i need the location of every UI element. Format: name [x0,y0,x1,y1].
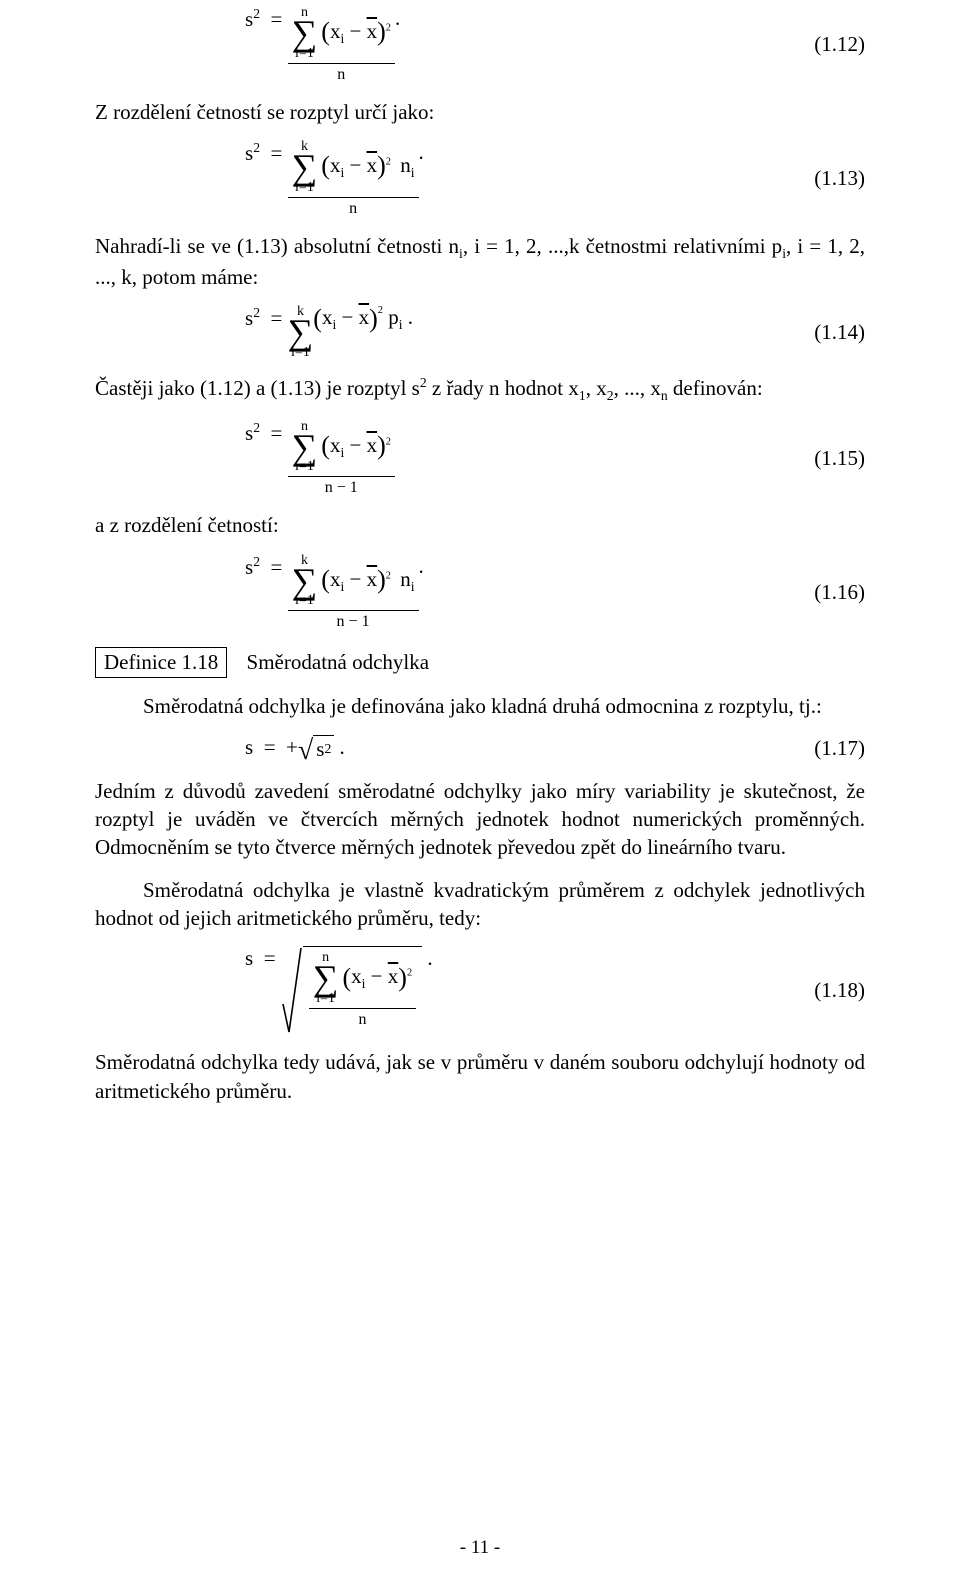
eq-number: (1.15) [795,446,865,471]
page: s2 = n ∑ i=1 (xi − x)2 n . (1.12) Z rozd… [0,6,960,1583]
lhs-sup: 2 [253,6,260,21]
eq-number: (1.12) [795,32,865,57]
sigma-icon: k ∑ i=1 [292,554,318,609]
page-footer: - 11 - [0,1537,960,1559]
sigma-icon: n ∑ i=1 [313,951,339,1006]
fraction: n ∑ i=1 (xi − x)2 n − 1 [288,420,395,498]
eq-number: (1.14) [795,320,865,345]
definition-1-18: Definice 1.18 Směrodatná odchylka [95,647,865,678]
equation-1-18: s = n ∑ i=1 [95,946,865,1034]
eq-number: (1.13) [795,166,865,191]
eq-1-13-formula: s2 = k ∑ i=1 (xi − x)2 ni n . [95,140,795,218]
fraction: k ∑ i=1 (xi − x)2 ni n − 1 [288,554,419,632]
equation-1-12: s2 = n ∑ i=1 (xi − x)2 n . (1.12) [95,6,865,84]
para-8: Směrodatná odchylka tedy udává, jak se v… [95,1048,865,1105]
para-3: Častěji jako (1.12) a (1.13) je rozptyl … [95,374,865,406]
para-2: Nahradí-li se ve (1.13) absolutní četnos… [95,232,865,292]
sqrt-icon: n ∑ i=1 (xi − x)2 n [281,946,422,1034]
para-5: Směrodatná odchylka je definována jako k… [95,692,865,720]
eq-number: (1.16) [795,580,865,605]
para-1: Z rozdělení četností se rozptyl určí jak… [95,98,865,126]
equation-1-16: s2 = k ∑ i=1 (xi − x)2 ni n − 1 . (1.16) [95,554,865,632]
eq-sign: = [271,7,283,31]
eq-number: (1.17) [795,736,865,761]
para-7: Směrodatná odchylka je vlastně kvadratic… [95,876,865,933]
para-6: Jedním z důvodů zavedení směrodatné odch… [95,777,865,862]
lhs: s [245,7,253,31]
fraction: n ∑ i=1 (xi − x)2 n [309,951,416,1029]
equation-1-13: s2 = k ∑ i=1 (xi − x)2 ni n . (1.13) [95,140,865,218]
equation-1-14: s2 = k ∑ i=1 (xi − x)2 pi . (1.14) [95,305,865,360]
sqrt-icon: √ s2 [298,735,334,763]
equation-1-15: s2 = n ∑ i=1 (xi − x)2 n − 1 (1.15) [95,420,865,498]
eq-1-12-formula: s2 = n ∑ i=1 (xi − x)2 n . [95,6,795,84]
dot: . [395,6,400,84]
eq-1-14-formula: s2 = k ∑ i=1 (xi − x)2 pi . [95,305,795,360]
eq-number: (1.18) [795,978,865,1003]
sigma-icon: n ∑ i=1 [292,6,318,61]
eq-1-17-formula: s = + √ s2 . [95,735,795,763]
eq-1-16-formula: s2 = k ∑ i=1 (xi − x)2 ni n − 1 . [95,554,795,632]
equation-1-17: s = + √ s2 . (1.17) [95,735,865,763]
fraction: k ∑ i=1 (xi − x)2 ni n [288,140,419,218]
eq-1-18-formula: s = n ∑ i=1 [95,946,795,1034]
para-4: a z rozdělení četností: [95,511,865,539]
eq-1-15-formula: s2 = n ∑ i=1 (xi − x)2 n − 1 [95,420,795,498]
sigma-icon: k ∑ i=1 [292,140,318,195]
fraction: n ∑ i=1 (xi − x)2 n [288,6,395,84]
definition-title: Směrodatná odchylka [247,650,430,675]
sigma-icon: k ∑ i=1 [288,305,314,360]
definition-label-box: Definice 1.18 [95,647,227,678]
sigma-icon: n ∑ i=1 [292,420,318,475]
